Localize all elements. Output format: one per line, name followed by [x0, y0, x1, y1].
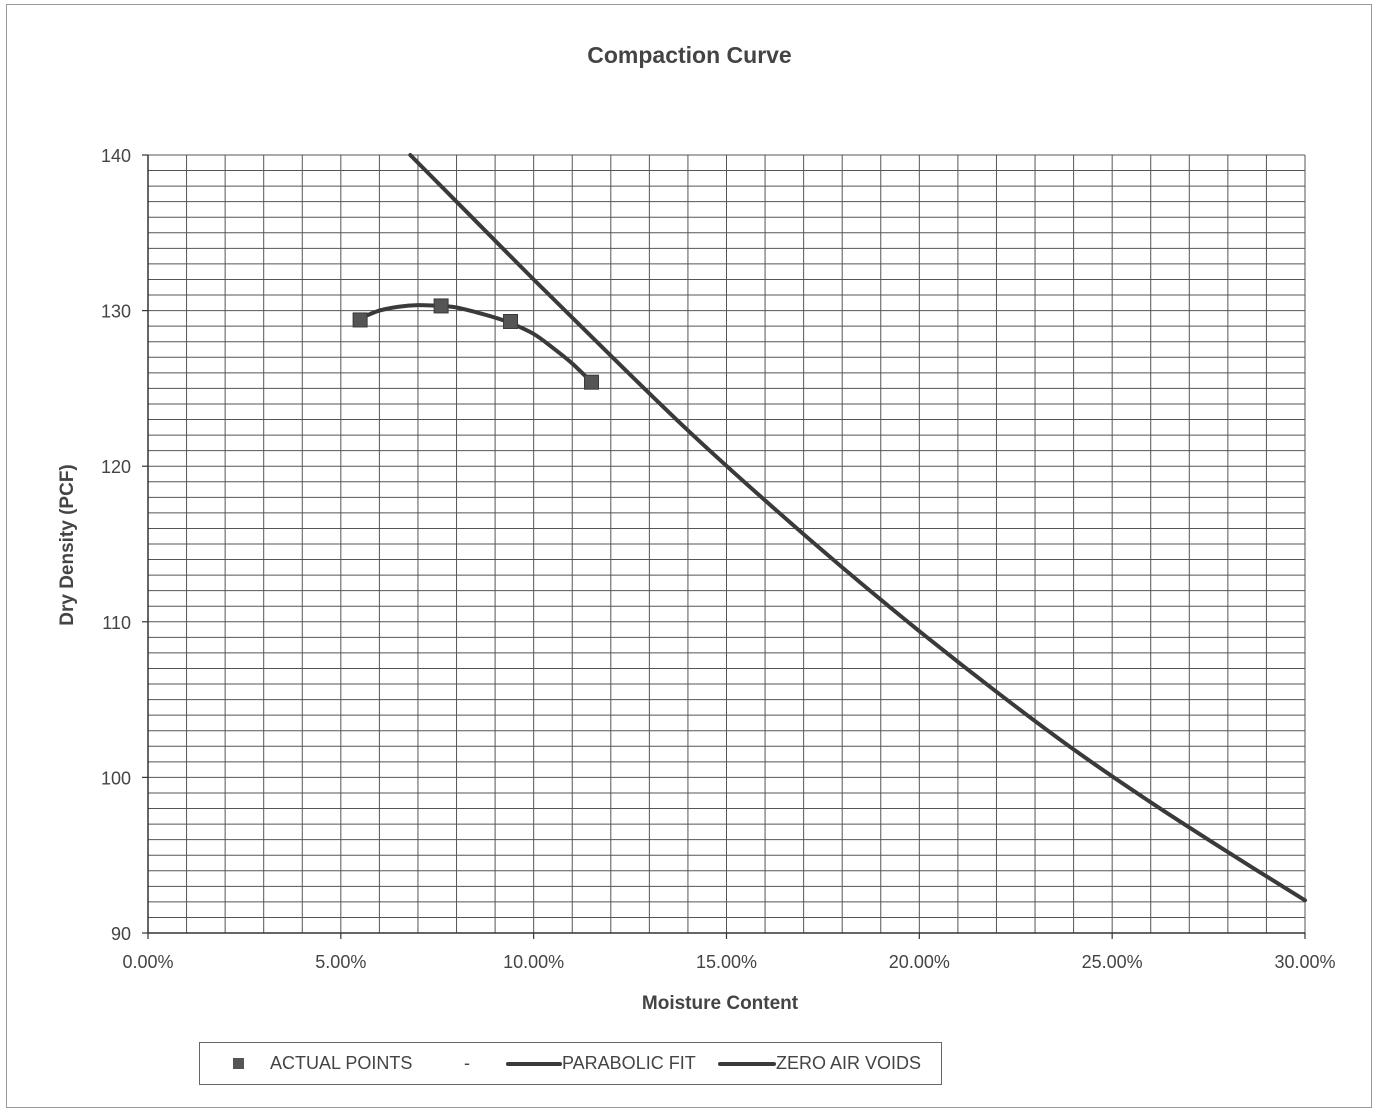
x-tick-label: 25.00%	[1082, 952, 1143, 972]
y-tick-label: 100	[101, 768, 131, 788]
legend-item-actual-points: ACTUAL POINTS	[233, 1043, 412, 1084]
series-line-zero-air-voids	[408, 153, 1307, 903]
y-tick-label: 130	[101, 302, 131, 322]
x-tick-label: 10.00%	[503, 952, 564, 972]
legend-marker-square-icon	[233, 1058, 244, 1069]
data-point-marker	[352, 312, 368, 328]
x-tick-label: 20.00%	[889, 952, 950, 972]
legend-label-actual-points: ACTUAL POINTS	[270, 1053, 413, 1073]
legend-label-zero-air-voids: ZERO AIR VOIDS	[776, 1053, 922, 1073]
legend-item-parabolic-fit: PARABOLIC FIT	[506, 1043, 696, 1084]
chart-title: Compaction Curve	[587, 42, 792, 68]
data-point-marker	[433, 298, 449, 314]
series-layer	[352, 153, 1307, 903]
x-tick-label: 5.00%	[315, 952, 366, 972]
data-point-marker	[584, 374, 600, 390]
x-tick-label: 0.00%	[122, 952, 173, 972]
chart-frame	[6, 4, 1372, 1108]
grid-layer	[147, 154, 1306, 934]
axis-layer	[142, 154, 1306, 939]
y-axis-label: Dry Density (PCF)	[57, 464, 78, 626]
legend-separator-text: -	[464, 1053, 470, 1073]
legend: ACTUAL POINTS - PARABOLIC FIT ZERO AIR V…	[199, 1042, 942, 1085]
y-tick-label: 90	[111, 924, 131, 944]
legend-item-zero-air-voids: ZERO AIR VOIDS	[718, 1043, 921, 1084]
y-tick-label: 110	[102, 613, 131, 633]
legend-line-icon	[506, 1061, 562, 1066]
y-tick-label: 120	[101, 457, 131, 477]
series-line-parabolic-fit	[358, 303, 594, 385]
data-point-marker	[503, 313, 519, 329]
legend-line-icon	[718, 1061, 776, 1066]
x-axis-label: Moisture Content	[641, 993, 799, 1014]
x-tick-label: 30.00%	[1274, 952, 1335, 972]
x-tick-label: 15.00%	[696, 952, 757, 972]
y-tick-label: 140	[101, 146, 131, 166]
legend-label-parabolic-fit: PARABOLIC FIT	[562, 1053, 696, 1073]
tick-label-layer: 0.00% 5.00% 10.00% 15.00% 20.00% 25.00% 30.00%…	[101, 146, 1336, 972]
legend-separator: -	[464, 1043, 470, 1084]
